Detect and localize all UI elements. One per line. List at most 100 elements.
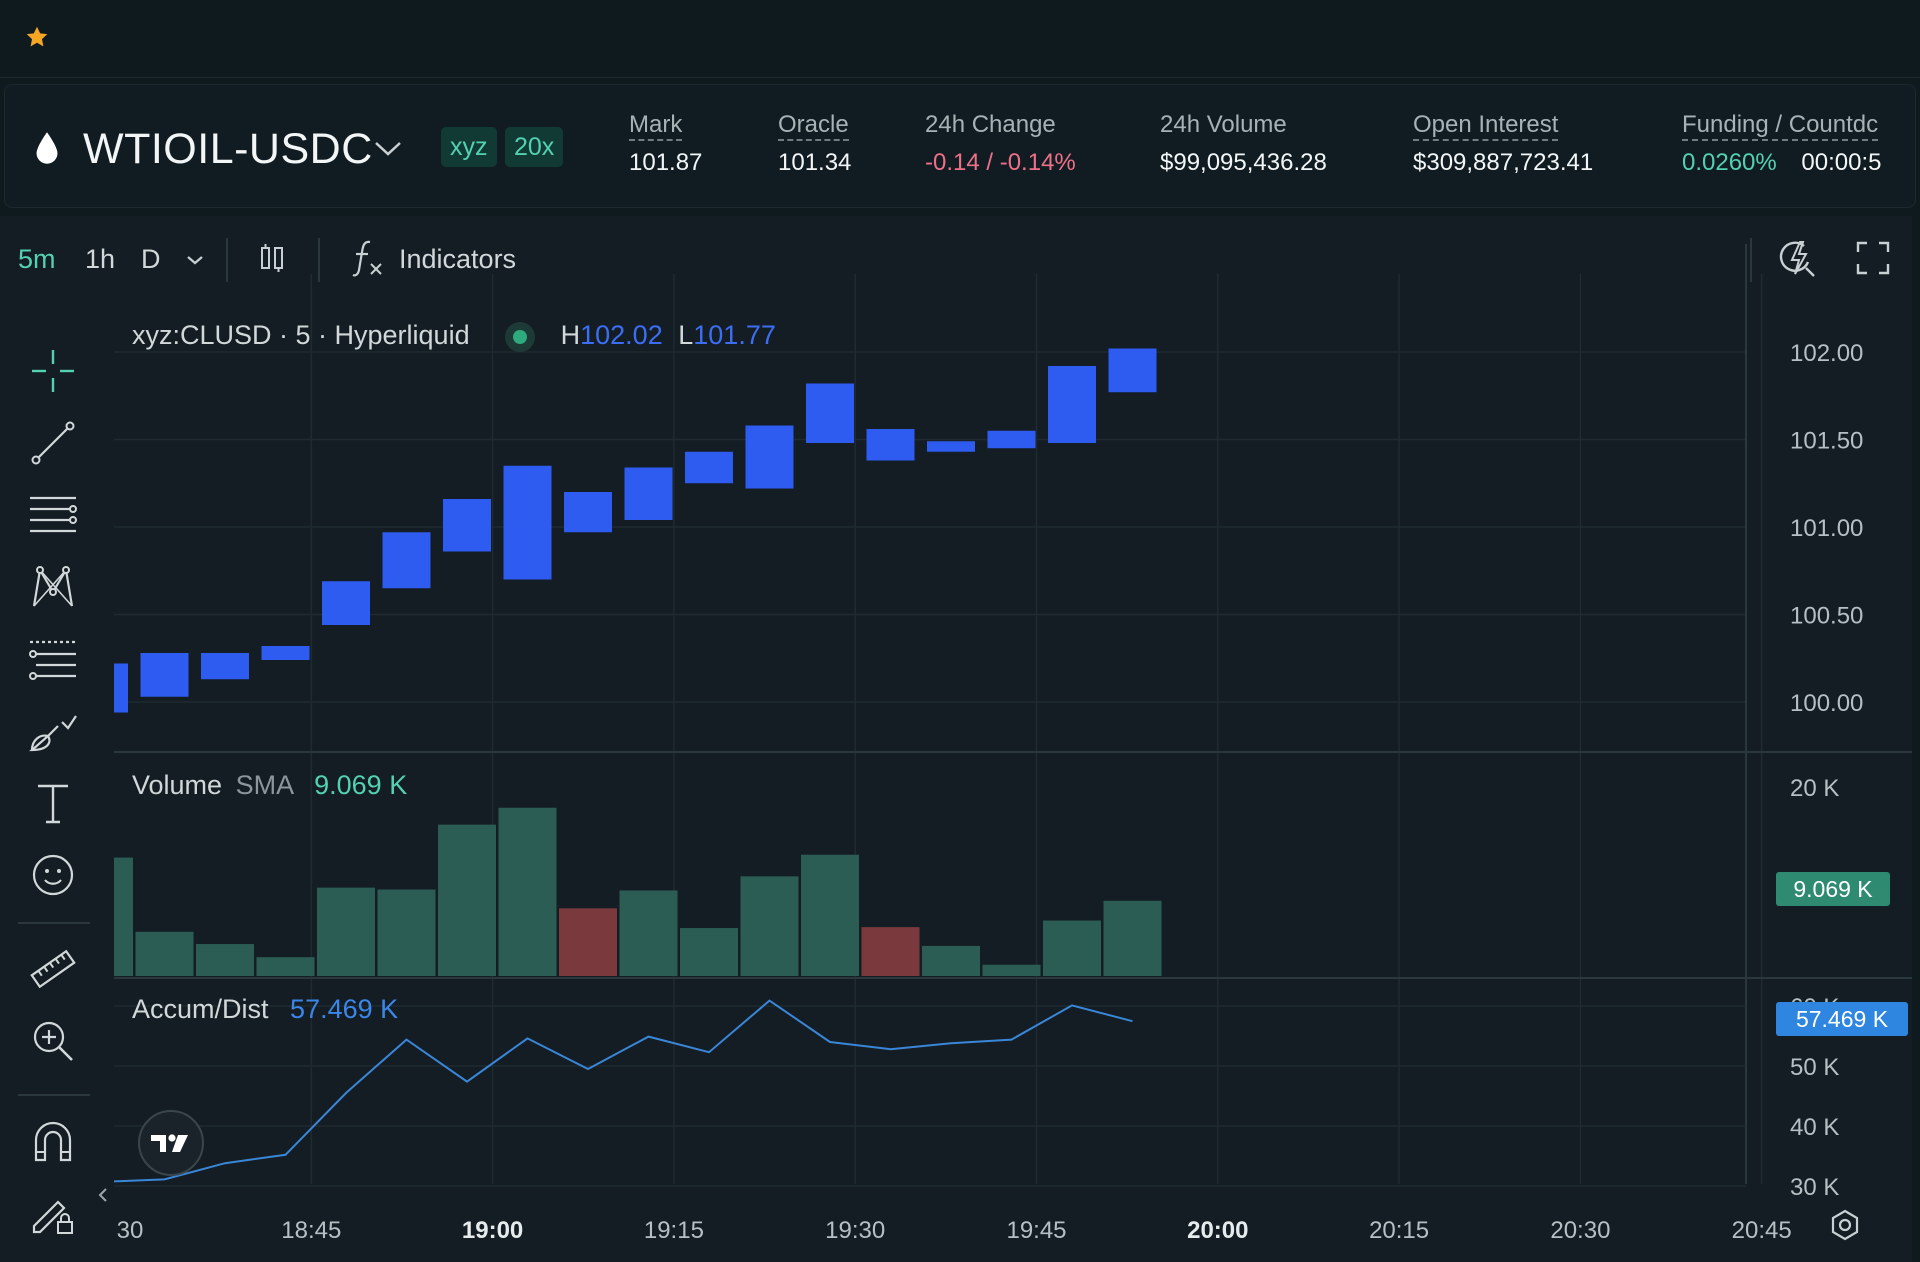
accum-value: 57.469 K bbox=[290, 994, 399, 1024]
candle bbox=[443, 499, 491, 552]
market-status-icon bbox=[505, 321, 536, 352]
horizontal-lines-icon[interactable] bbox=[28, 490, 78, 540]
divider bbox=[18, 922, 90, 924]
brush-icon[interactable] bbox=[28, 706, 78, 756]
candle bbox=[261, 646, 310, 660]
pattern-icon[interactable] bbox=[28, 562, 78, 612]
tradingview-logo-icon bbox=[151, 1134, 188, 1152]
chevron-down-icon[interactable] bbox=[184, 252, 206, 268]
stat-label: 24h Volume bbox=[1160, 111, 1287, 138]
time-tick-label: 20:00 bbox=[1187, 1217, 1248, 1244]
candle bbox=[201, 653, 249, 680]
volume-bar bbox=[619, 890, 678, 976]
volume-bar bbox=[196, 944, 254, 976]
time-tick-label: 20:45 bbox=[1732, 1217, 1792, 1244]
candles-group bbox=[114, 348, 1157, 713]
main-legend: xyz:CLUSD · 5 · Hyperliquid H102.02 L101… bbox=[132, 320, 776, 352]
candle bbox=[866, 429, 915, 461]
candle bbox=[987, 430, 1036, 449]
volume-bar bbox=[861, 927, 920, 976]
stat-value: $99,095,436.28 bbox=[1160, 149, 1327, 176]
stat-24h-volume: 24h Volume $99,095,436.28 bbox=[1160, 111, 1327, 177]
fib-retracement-icon[interactable] bbox=[28, 634, 78, 684]
high-value: 102.02 bbox=[580, 320, 663, 350]
stat-value: 101.87 bbox=[629, 149, 703, 176]
volume-bar bbox=[1103, 900, 1162, 976]
time-tick-label: 20:15 bbox=[1369, 1217, 1429, 1244]
tradingview-logo[interactable] bbox=[138, 1110, 204, 1176]
stat-open-interest: Open Interest $309,887,723.41 bbox=[1413, 111, 1593, 177]
volume-value-badge: 9.069 K bbox=[1776, 872, 1890, 906]
accum-legend: Accum/Dist 57.469 K bbox=[132, 994, 398, 1025]
candle-type-icon[interactable] bbox=[256, 242, 288, 274]
stat-value: -0.14 / -0.14% bbox=[925, 149, 1076, 176]
volume-bar bbox=[801, 854, 859, 976]
time-tick-label: 18:45 bbox=[281, 1217, 341, 1244]
volume-group bbox=[114, 807, 1162, 976]
function-icon[interactable] bbox=[350, 238, 384, 278]
magnet-icon[interactable] bbox=[28, 1116, 78, 1166]
funding-countdown: 00:00:5 bbox=[1801, 149, 1882, 176]
zoom-in-icon[interactable] bbox=[28, 1016, 78, 1066]
price-tick-label: 101.00 bbox=[1790, 515, 1863, 542]
accum-dist-line bbox=[114, 999, 1133, 1183]
candle bbox=[1108, 348, 1157, 393]
stat-label: Oracle bbox=[778, 111, 849, 141]
replay-icon[interactable] bbox=[1778, 238, 1818, 280]
timeframe-1h[interactable]: 1h bbox=[85, 244, 116, 274]
low-label: L bbox=[678, 320, 694, 350]
volume-bar bbox=[317, 887, 375, 976]
stat-funding: Funding / Countdc 0.0260% 00:00:5 bbox=[1682, 111, 1892, 177]
candle bbox=[1048, 366, 1096, 443]
sma-label: SMA bbox=[235, 770, 293, 800]
symbol-label: xyz:CLUSD · 5 · Hyperliquid bbox=[132, 320, 470, 350]
text-icon[interactable] bbox=[28, 778, 78, 828]
settings-icon[interactable] bbox=[1828, 1208, 1862, 1242]
candle bbox=[624, 467, 673, 520]
star-icon[interactable] bbox=[24, 24, 50, 50]
accum-value-badge: 57.469 K bbox=[1776, 1002, 1908, 1036]
candle bbox=[140, 653, 189, 697]
time-tick-label: 19:45 bbox=[1006, 1217, 1066, 1244]
lock-drawing-icon[interactable] bbox=[28, 1188, 78, 1238]
volume-bar bbox=[498, 807, 557, 976]
dex-badge: xyz bbox=[441, 127, 497, 167]
price-tick-label: 101.50 bbox=[1790, 428, 1863, 455]
stat-label: Mark bbox=[629, 111, 683, 141]
emoji-icon[interactable] bbox=[28, 850, 78, 900]
chevron-down-icon[interactable] bbox=[373, 139, 403, 159]
oil-drop-icon bbox=[36, 132, 58, 164]
accum-group bbox=[114, 999, 1133, 1183]
chart-toolbar: 5m 1h D Indicators bbox=[0, 216, 1912, 302]
volume-bar bbox=[377, 889, 436, 976]
volume-legend: Volume SMA 9.069 K bbox=[132, 770, 407, 801]
timeframe-5m[interactable]: 5m bbox=[18, 244, 56, 274]
market-header: WTIOIL-USDC xyz 20x Mark 101.87 Oracle 1… bbox=[4, 84, 1916, 208]
candle bbox=[322, 581, 370, 625]
timeframe-d[interactable]: D bbox=[141, 244, 161, 274]
divider bbox=[318, 238, 320, 282]
accum-tick-label: 40 K bbox=[1790, 1114, 1839, 1141]
candle bbox=[564, 492, 612, 533]
stat-oracle: Oracle 101.34 bbox=[778, 111, 851, 177]
price-tick-label: 100.50 bbox=[1790, 603, 1863, 630]
ruler-icon[interactable] bbox=[28, 944, 78, 994]
volume-bar bbox=[922, 945, 980, 976]
drawing-toolbar bbox=[0, 302, 104, 1262]
stat-24h-change: 24h Change -0.14 / -0.14% bbox=[925, 111, 1076, 177]
indicators-button[interactable]: Indicators bbox=[399, 244, 517, 274]
candle bbox=[114, 663, 128, 713]
stat-mark: Mark 101.87 bbox=[629, 111, 702, 177]
trend-line-icon[interactable] bbox=[28, 418, 78, 468]
pair-name[interactable]: WTIOIL-USDC bbox=[83, 125, 373, 173]
volume-bar bbox=[982, 964, 1041, 976]
crosshair-icon[interactable] bbox=[28, 346, 78, 396]
fullscreen-icon[interactable] bbox=[1855, 240, 1891, 276]
stat-label: Funding / Countdc bbox=[1682, 111, 1879, 141]
chevron-left-icon[interactable] bbox=[96, 1186, 110, 1204]
accum-tick-label: 50 K bbox=[1790, 1054, 1839, 1081]
chart-panel: 5m 1h D Indicators bbox=[0, 216, 1912, 1262]
candle bbox=[745, 425, 794, 489]
volume-bar bbox=[740, 876, 799, 976]
